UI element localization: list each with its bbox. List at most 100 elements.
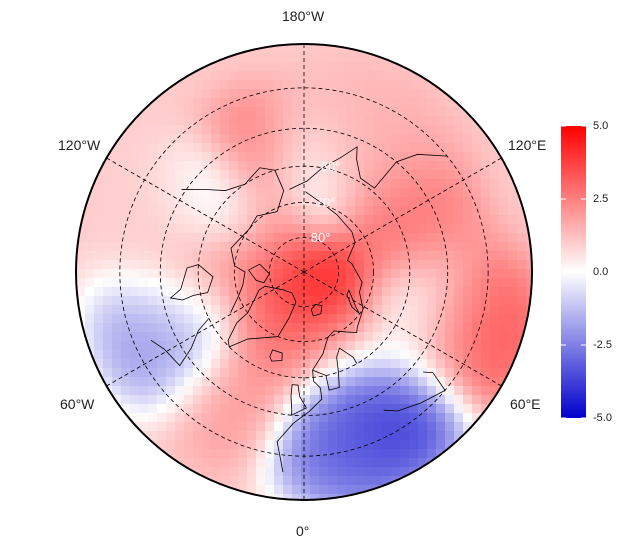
heat-cell bbox=[481, 197, 491, 207]
heat-cell bbox=[445, 251, 455, 261]
heat-cell bbox=[193, 323, 203, 333]
heat-cell bbox=[508, 233, 518, 243]
heat-cell bbox=[481, 179, 491, 189]
heat-cell bbox=[157, 224, 167, 234]
heat-cell bbox=[256, 341, 266, 351]
heat-cell bbox=[202, 251, 212, 261]
heat-cell bbox=[274, 251, 284, 261]
heat-cell bbox=[400, 386, 410, 396]
heat-cell bbox=[139, 386, 149, 396]
heat-cell bbox=[391, 440, 401, 450]
heat-cell bbox=[238, 89, 248, 99]
heat-cell bbox=[292, 278, 302, 288]
heat-cell bbox=[211, 251, 221, 261]
heat-cell bbox=[499, 323, 509, 333]
heat-cell bbox=[193, 350, 203, 360]
heat-cell bbox=[94, 314, 104, 324]
heat-cell bbox=[310, 359, 320, 369]
heat-cell bbox=[103, 323, 113, 333]
heat-cell bbox=[139, 224, 149, 234]
heat-cell bbox=[103, 242, 113, 252]
heat-cell bbox=[409, 215, 419, 225]
heat-cell bbox=[508, 332, 518, 342]
heat-cell bbox=[427, 413, 437, 423]
heat-cell bbox=[508, 341, 518, 351]
heat-cell bbox=[310, 404, 320, 414]
heat-cell bbox=[346, 260, 356, 270]
heat-cell bbox=[229, 206, 239, 216]
heat-cell bbox=[292, 287, 302, 297]
heat-cell bbox=[256, 80, 266, 90]
heat-cell bbox=[364, 53, 374, 63]
heat-cell bbox=[499, 260, 509, 270]
heat-cell bbox=[292, 422, 302, 432]
heat-cell bbox=[328, 287, 338, 297]
heat-cell bbox=[355, 359, 365, 369]
heat-cell bbox=[211, 71, 221, 81]
lon-label-0: 0° bbox=[296, 523, 310, 539]
heat-cell bbox=[310, 449, 320, 459]
heat-cell bbox=[202, 449, 212, 459]
heat-cell bbox=[490, 341, 500, 351]
heat-cell bbox=[436, 404, 446, 414]
heat-cell bbox=[310, 215, 320, 225]
heat-cell bbox=[238, 422, 248, 432]
heat-cell bbox=[211, 134, 221, 144]
heat-cell bbox=[193, 386, 203, 396]
heat-cell bbox=[355, 125, 365, 135]
heat-cell bbox=[220, 296, 230, 306]
heat-cell bbox=[508, 296, 518, 306]
heat-cell bbox=[490, 359, 500, 369]
heat-cell bbox=[76, 251, 86, 261]
heat-cell bbox=[418, 170, 428, 180]
heat-cell bbox=[166, 431, 176, 441]
heat-cell bbox=[211, 206, 221, 216]
heat-cell bbox=[328, 170, 338, 180]
heat-cell bbox=[418, 197, 428, 207]
heat-cell bbox=[436, 179, 446, 189]
heat-cell bbox=[526, 332, 532, 342]
heat-cell bbox=[139, 296, 149, 306]
heat-cell bbox=[328, 494, 338, 500]
heat-cell bbox=[454, 359, 464, 369]
heat-cell bbox=[256, 251, 266, 261]
heat-cell bbox=[319, 188, 329, 198]
heat-cell bbox=[499, 251, 509, 261]
heat-cell bbox=[148, 377, 158, 387]
heat-cell bbox=[382, 278, 392, 288]
heat-cell bbox=[148, 107, 158, 117]
heat-cell bbox=[85, 323, 95, 333]
heat-cell bbox=[157, 395, 167, 405]
heat-cell bbox=[373, 197, 383, 207]
heat-cell bbox=[103, 350, 113, 360]
heat-cell bbox=[193, 431, 203, 441]
heat-cell bbox=[364, 143, 374, 153]
heat-cell bbox=[211, 449, 221, 459]
heat-cell bbox=[220, 170, 230, 180]
heat-cell bbox=[220, 341, 230, 351]
heat-cell bbox=[139, 179, 149, 189]
heat-cell bbox=[373, 188, 383, 198]
heat-cell bbox=[445, 197, 455, 207]
heat-cell bbox=[373, 161, 383, 171]
heat-cell bbox=[409, 278, 419, 288]
heat-cell bbox=[220, 359, 230, 369]
heat-cell bbox=[283, 323, 293, 333]
heat-cell bbox=[490, 278, 500, 288]
heat-cell bbox=[310, 242, 320, 252]
heat-cell bbox=[103, 170, 113, 180]
heat-cell bbox=[94, 233, 104, 243]
heat-cell bbox=[220, 368, 230, 378]
heat-cell bbox=[382, 422, 392, 432]
heat-cell bbox=[481, 224, 491, 234]
heat-cell bbox=[400, 449, 410, 459]
heat-cell bbox=[265, 206, 275, 216]
heat-cell bbox=[238, 197, 248, 207]
heat-cell bbox=[184, 386, 194, 396]
heat-cell bbox=[139, 440, 149, 450]
heat-cell bbox=[184, 188, 194, 198]
heat-cell bbox=[193, 395, 203, 405]
heat-cell bbox=[364, 215, 374, 225]
heat-cell bbox=[175, 98, 185, 108]
heat-cell bbox=[184, 458, 194, 468]
